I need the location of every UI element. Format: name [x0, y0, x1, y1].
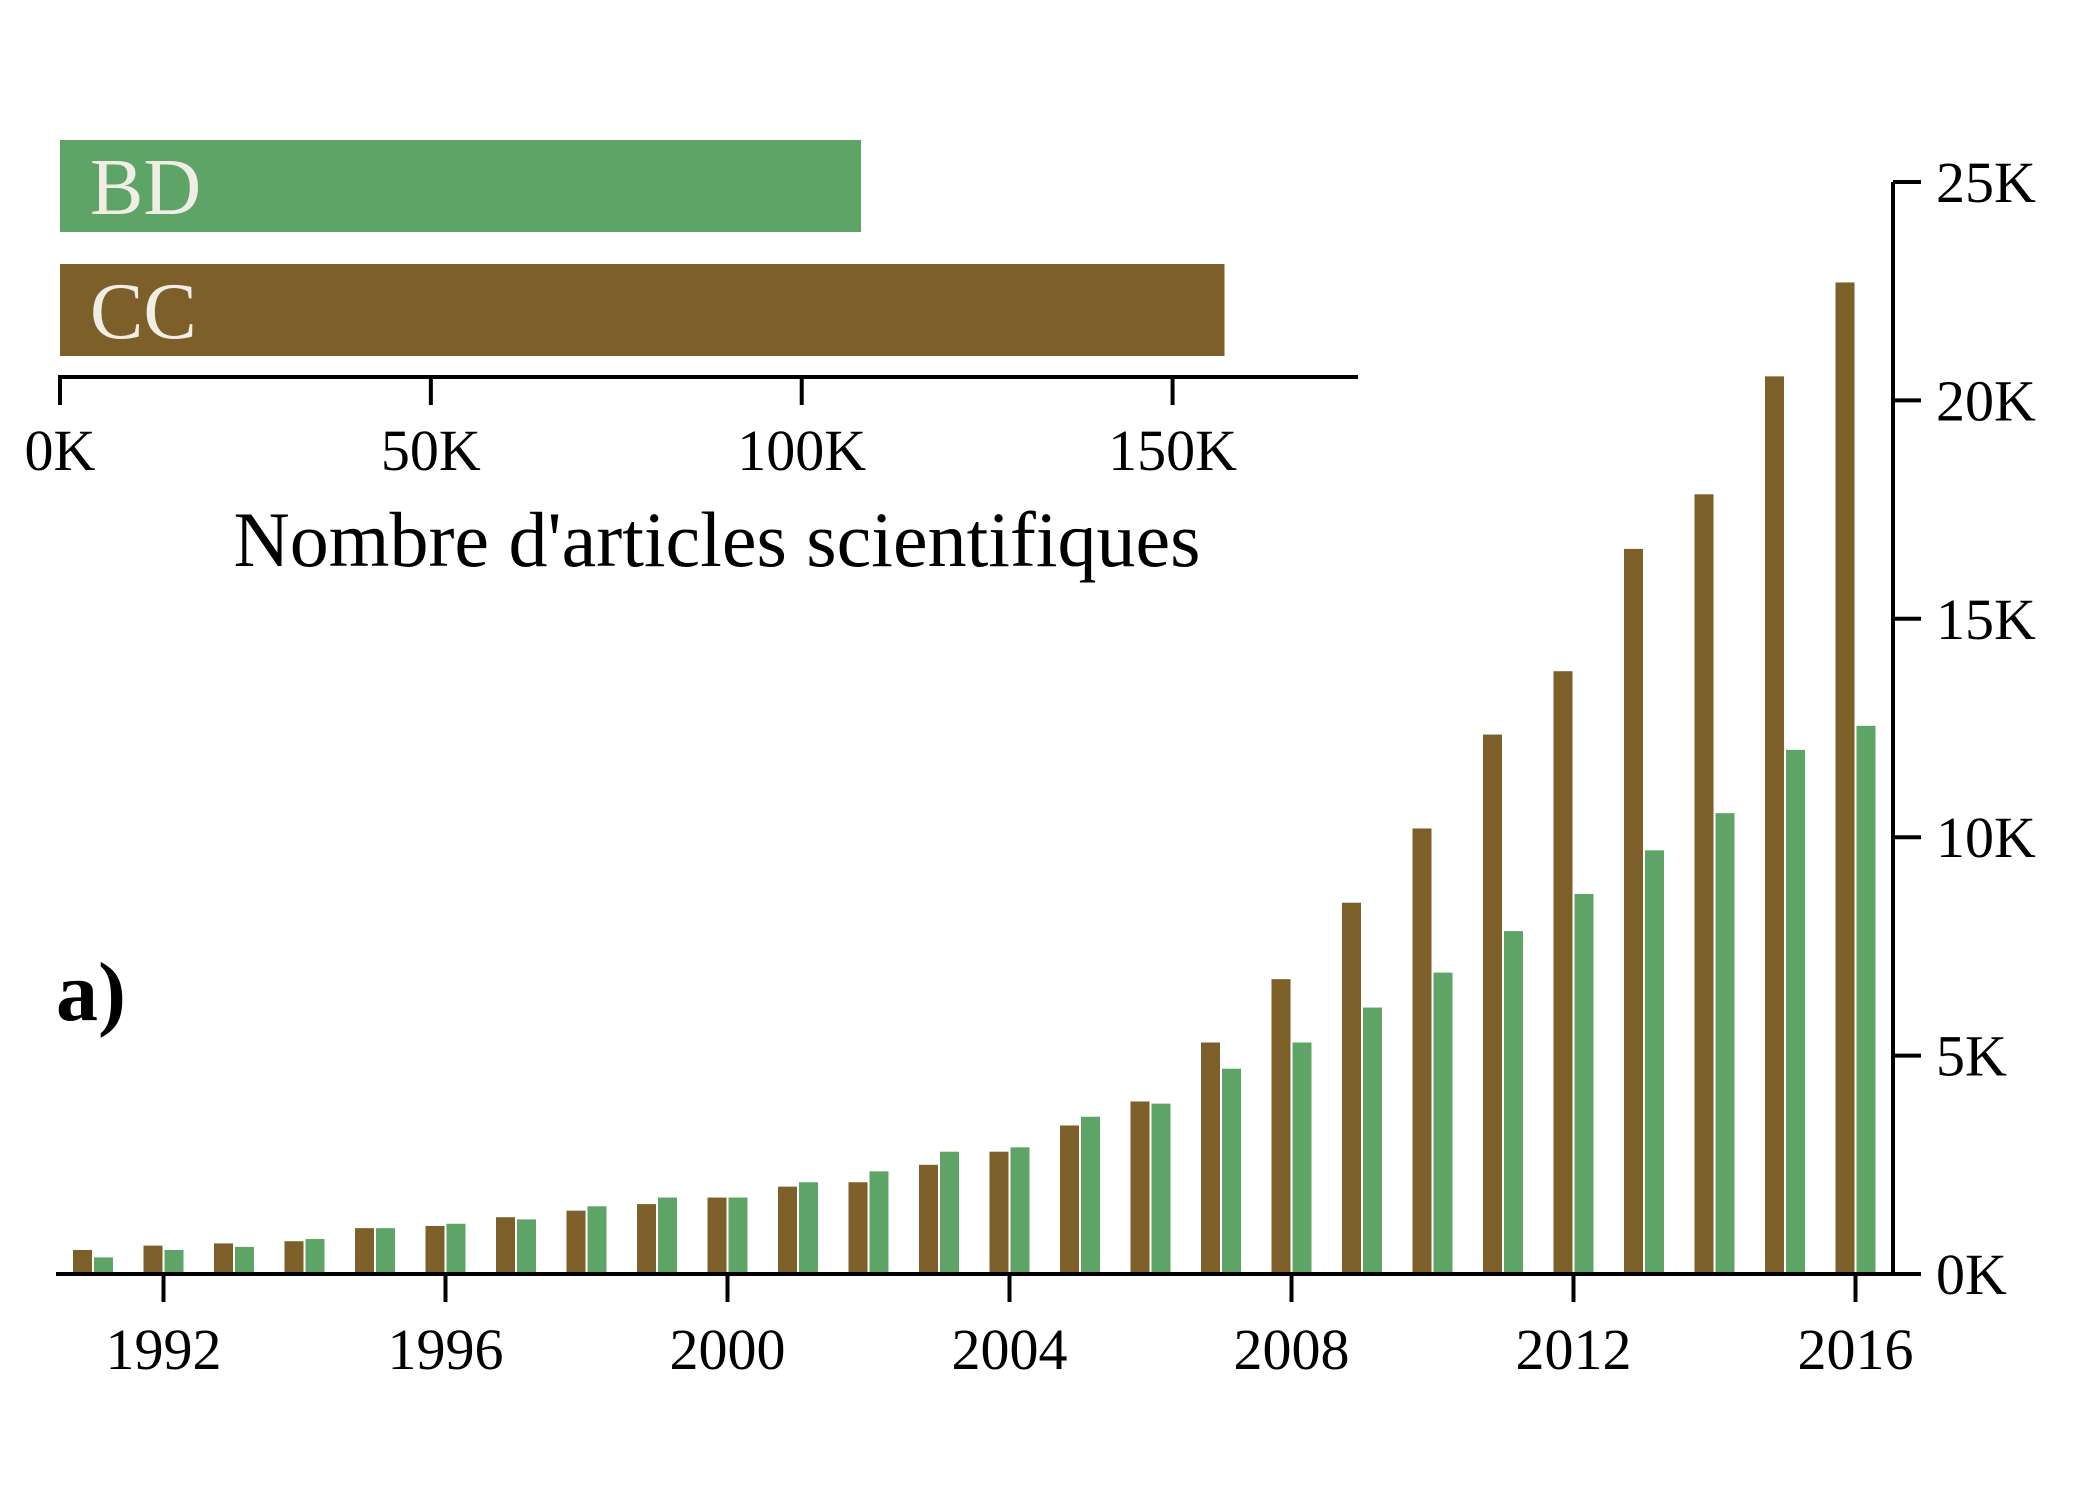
main-x-tick-label: 1996	[388, 1317, 504, 1382]
main-x-ticks: 1992 1996 2000 2004 2008 2012 2016	[106, 1274, 1914, 1382]
bar-bd-2006	[1151, 1103, 1171, 1274]
main-y-tick-label: 25K	[1936, 150, 2036, 215]
bar-bd-2013	[1645, 850, 1664, 1274]
inset-x-tick-label: 50K	[381, 418, 481, 483]
bar-bd-2011	[1504, 931, 1523, 1274]
bar-bd-2000	[728, 1197, 748, 1274]
bar-bd-1991	[94, 1257, 113, 1274]
main-y-tick-label: 5K	[1936, 1024, 2007, 1089]
bar-cc-2002	[848, 1182, 868, 1274]
main-bars	[73, 282, 1876, 1275]
bar-cc-2008	[1271, 979, 1291, 1274]
inset-x-axis-title: Nombre d'articles scientifiques	[233, 496, 1200, 583]
main-bar-chart: 1992 1996 2000 2004 2008 2012 2016 0K 5K 10K 15K 2…	[56, 150, 2036, 1382]
bar-cc-2001	[778, 1186, 797, 1274]
bar-cc-2015	[1765, 376, 1784, 1275]
bar-cc-1995	[355, 1228, 374, 1274]
inset-x-ticks: 0K 50K 100K 150K	[25, 377, 1237, 483]
bar-bd-1998	[587, 1206, 607, 1274]
bar-cc-1993	[214, 1243, 233, 1274]
bar-bd-2008	[1292, 1042, 1312, 1274]
bar-cc-2016	[1835, 282, 1855, 1274]
bar-bd-1993	[235, 1246, 254, 1274]
bar-bd-2010	[1433, 972, 1453, 1274]
main-y-tick-label: 15K	[1936, 587, 2036, 652]
bar-cc-2010	[1412, 828, 1432, 1274]
bar-cc-2009	[1342, 902, 1361, 1274]
main-y-tick-label: 0K	[1936, 1242, 2007, 1307]
inset-bar-bd	[60, 140, 862, 232]
bar-bd-2016	[1856, 725, 1876, 1274]
bar-bd-2015	[1786, 749, 1805, 1274]
bar-cc-1991	[73, 1249, 92, 1274]
inset-x-tick-label: 150K	[1108, 418, 1237, 483]
main-x-tick-label: 2008	[1234, 1317, 1350, 1382]
panel-label: a)	[56, 946, 126, 1039]
bar-bd-2014	[1715, 813, 1735, 1274]
bar-cc-2007	[1201, 1042, 1220, 1274]
bar-bd-2007	[1222, 1068, 1241, 1274]
inset-bar-label-bd: BD	[90, 144, 201, 232]
bar-bd-2004	[1010, 1147, 1030, 1274]
bar-cc-1996	[425, 1225, 445, 1274]
bar-bd-2012	[1574, 893, 1594, 1274]
inset-x-tick-label: 0K	[25, 418, 96, 483]
bar-bd-1992	[164, 1249, 184, 1274]
bar-cc-1997	[496, 1217, 515, 1274]
main-y-ticks: 0K 5K 10K 15K 20K 25K	[1893, 150, 2036, 1307]
bar-cc-2005	[1060, 1125, 1079, 1274]
bar-cc-1994	[284, 1241, 304, 1274]
bar-bd-1995	[376, 1228, 395, 1274]
bar-cc-2003	[919, 1164, 938, 1274]
bar-bd-1999	[658, 1197, 677, 1274]
inset-bar-chart: BD CC 0K 50K 100K 150K Nombre d'articles sci…	[25, 140, 1358, 583]
main-x-tick-label: 2012	[1516, 1317, 1632, 1382]
bar-cc-2013	[1624, 548, 1643, 1274]
bar-cc-2004	[989, 1151, 1009, 1274]
inset-bar-cc	[60, 264, 1225, 356]
bar-bd-1996	[446, 1223, 466, 1274]
bar-bd-2003	[940, 1151, 959, 1274]
main-x-tick-label: 2004	[952, 1317, 1068, 1382]
bar-bd-2009	[1363, 1007, 1382, 1274]
bar-cc-2000	[707, 1197, 727, 1274]
bar-bd-2005	[1081, 1116, 1100, 1274]
bar-cc-1999	[637, 1204, 656, 1274]
bar-cc-1998	[566, 1210, 586, 1274]
inset-bars: BD CC	[60, 140, 1225, 356]
bar-cc-1992	[143, 1245, 163, 1274]
bar-cc-2006	[1130, 1101, 1150, 1274]
inset-bar-label-cc: CC	[90, 268, 197, 356]
bar-cc-2014	[1694, 494, 1714, 1274]
bar-bd-1997	[517, 1219, 536, 1274]
main-y-tick-label: 20K	[1936, 368, 2036, 433]
main-x-tick-label: 2016	[1798, 1317, 1914, 1382]
main-x-tick-label: 1992	[106, 1317, 222, 1382]
bar-bd-2001	[799, 1182, 818, 1274]
bar-cc-2012	[1553, 671, 1573, 1274]
main-x-tick-label: 2000	[670, 1317, 786, 1382]
bar-bd-2002	[869, 1171, 889, 1274]
main-y-tick-label: 10K	[1936, 805, 2036, 870]
bar-cc-2011	[1483, 734, 1502, 1274]
bar-bd-1994	[305, 1239, 325, 1274]
inset-x-tick-label: 100K	[737, 418, 866, 483]
